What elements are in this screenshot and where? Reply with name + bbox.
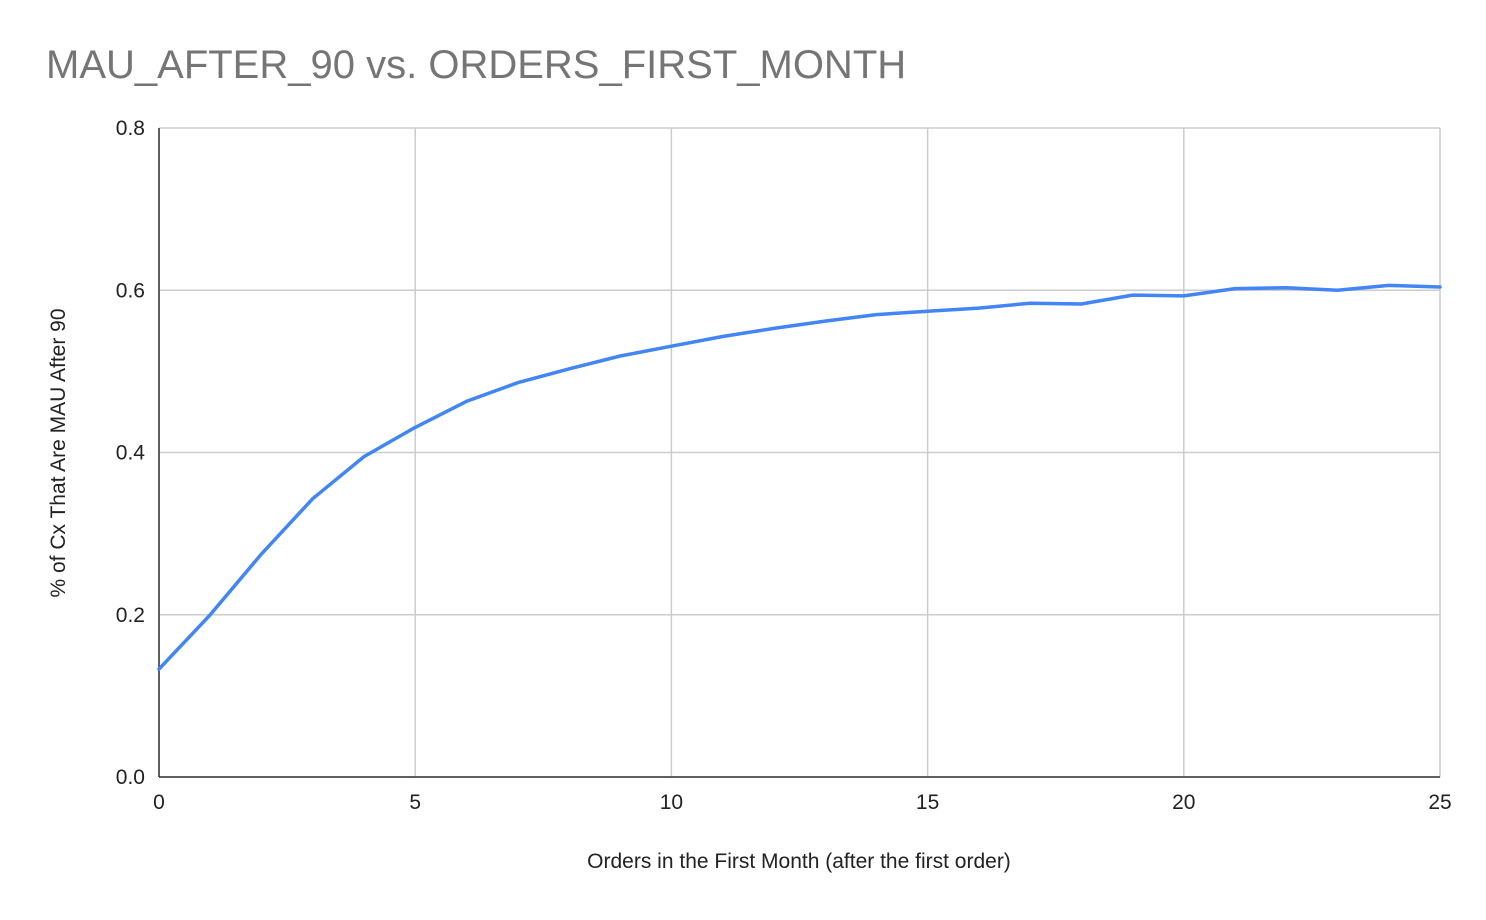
x-axis-title: Orders in the First Month (after the fir…: [587, 850, 1011, 873]
y-axis-title: % of Cx That Are MAU After 90: [47, 308, 70, 597]
series-line-0: [157, 283, 1442, 671]
x-tick-label-10: 10: [660, 791, 683, 814]
y-tick-label-0.4: 0.4: [116, 442, 146, 465]
x-tick-label-5: 5: [409, 791, 421, 814]
x-tick-label-25: 25: [1428, 791, 1451, 814]
x-tick-label-0: 0: [153, 791, 165, 814]
y-tick-label-0.8: 0.8: [116, 117, 145, 140]
y-tick-label-0.0: 0.0: [116, 766, 145, 789]
chart-title: MAU_AFTER_90 vs. ORDERS_FIRST_MONTH: [46, 43, 906, 87]
x-tick-label-20: 20: [1172, 791, 1195, 814]
x-tick-label-15: 15: [916, 791, 939, 814]
y-tick-label-0.2: 0.2: [116, 604, 145, 627]
y-tick-label-0.6: 0.6: [116, 279, 145, 302]
series-layer: [157, 283, 1442, 671]
tick-labels: 0 5 10 15 20 25 0.0 0.2 0.4 0.6 0.8: [116, 117, 1452, 814]
